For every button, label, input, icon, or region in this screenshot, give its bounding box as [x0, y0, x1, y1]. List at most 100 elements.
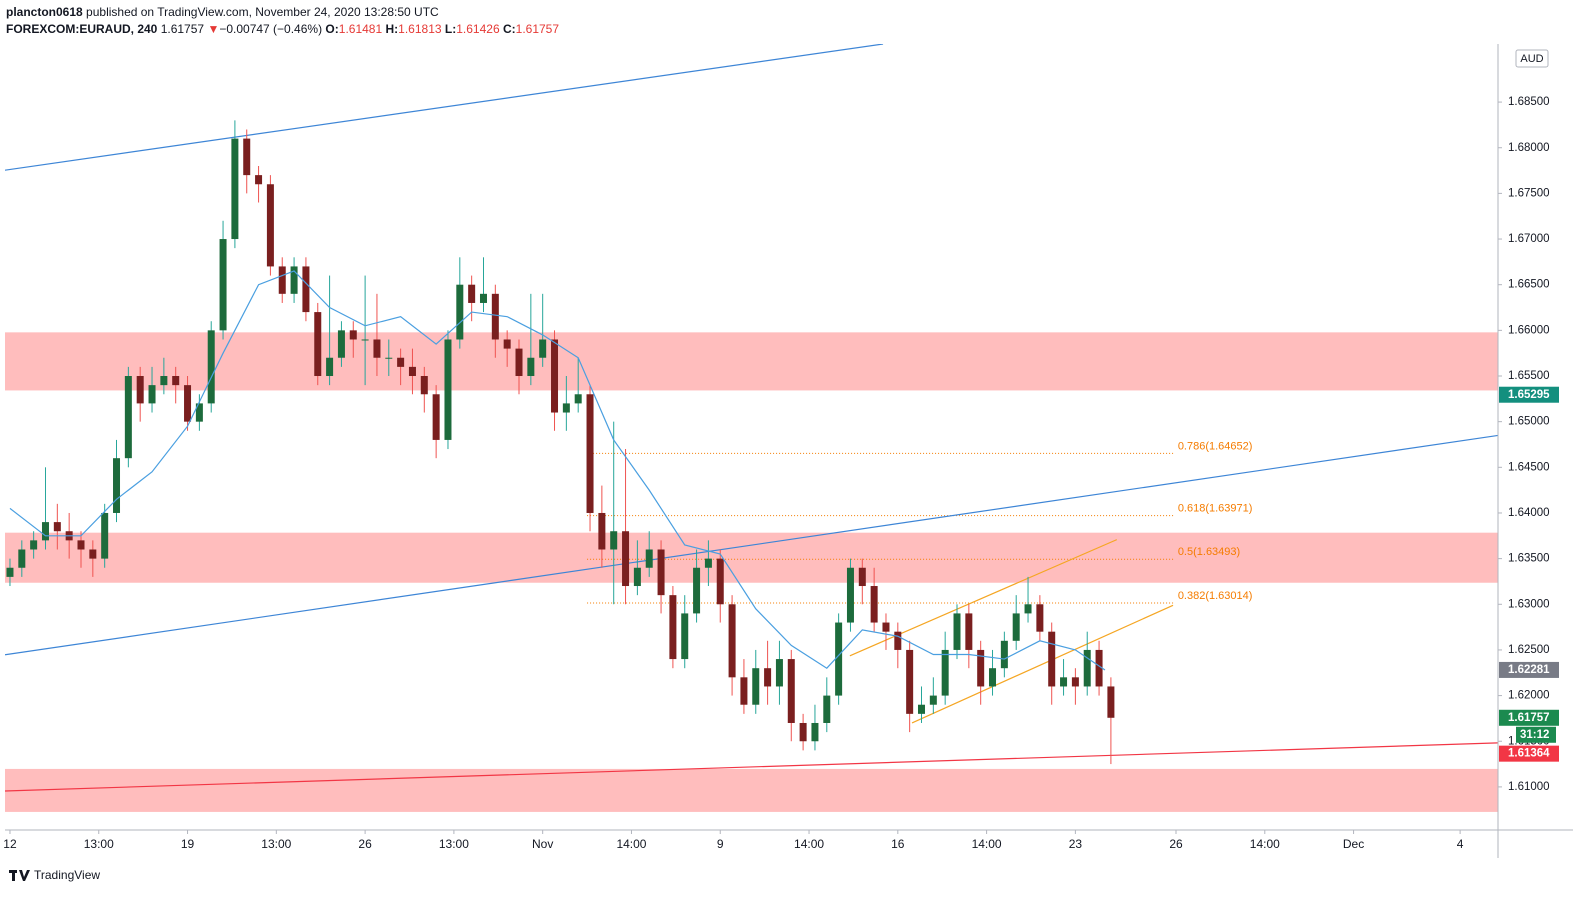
x-tick-label: 26: [1169, 837, 1183, 851]
y-tick-label: 1.66500: [1508, 279, 1550, 291]
plot-area: 0.786(1.64652) 0.618(1.63971) 0.5(1.63493)…: [5, 44, 1498, 812]
x-tick-label: Nov: [532, 837, 553, 851]
candle-body: [929, 695, 937, 705]
candle-body: [574, 394, 582, 404]
candle-body: [184, 385, 192, 422]
candle-body: [1083, 649, 1091, 687]
y-tick-label: 1.67000: [1508, 233, 1550, 245]
candle-body: [160, 376, 168, 386]
candle-body: [823, 695, 831, 723]
candle-body: [195, 403, 203, 422]
price-tag-label: 1.61364: [1508, 748, 1550, 760]
candle-body: [468, 284, 476, 303]
candle-body: [669, 595, 677, 660]
candle-body: [1107, 686, 1115, 718]
candle-body: [598, 512, 606, 550]
candle-body: [148, 385, 156, 404]
candle-body: [456, 284, 464, 340]
y-tick-label: 1.63500: [1508, 553, 1550, 565]
candle-body: [101, 512, 109, 559]
candle-body: [408, 366, 416, 377]
candle-body: [302, 266, 310, 313]
y-tick-label: 1.64000: [1508, 507, 1550, 519]
candle-body: [1012, 613, 1020, 641]
candle-body: [1060, 677, 1068, 687]
candle-body: [349, 330, 357, 340]
candle-body: [562, 403, 570, 413]
candle-body: [787, 659, 795, 723]
fib-label: 0.5(1.63493): [1178, 546, 1240, 558]
change: −0.00747 (−0.46%): [219, 22, 323, 36]
author: plancton0618: [6, 5, 83, 19]
x-tick-label: 12: [3, 837, 17, 851]
candle-body: [385, 357, 393, 359]
y-tick-label: 1.65500: [1508, 370, 1550, 382]
candle-body: [811, 722, 819, 742]
direction: ▼: [207, 22, 220, 36]
trend-line: [5, 44, 884, 171]
candle-body: [18, 549, 26, 568]
candle-body: [361, 339, 369, 341]
candle-body: [894, 631, 902, 650]
y-tick-label: 1.68500: [1508, 96, 1550, 108]
candle-body: [882, 622, 890, 632]
zone: [5, 332, 1498, 391]
candle-body: [432, 394, 440, 440]
y-tick-label: 1.61000: [1508, 781, 1550, 793]
trend-line: [911, 604, 1174, 724]
low-label: L:: [444, 22, 457, 36]
candle-body: [681, 613, 689, 660]
moving-average: [9, 270, 1106, 671]
y-tick-label: 1.67500: [1508, 187, 1550, 199]
candle-body: [633, 567, 641, 587]
y-tick-label: 1.68000: [1508, 142, 1550, 154]
open-label: O:: [325, 22, 339, 36]
candle-body: [716, 558, 724, 605]
high: 1.61813: [398, 22, 442, 36]
x-tick-label: 23: [1069, 837, 1083, 851]
candle-body: [420, 376, 428, 395]
currency-box: [1515, 49, 1549, 68]
trend-line: [5, 434, 1498, 656]
price-tag: [1499, 661, 1559, 678]
candle-body: [207, 330, 215, 404]
candle-body: [1071, 677, 1079, 687]
currency: AUD: [1520, 53, 1543, 65]
candle-body: [397, 357, 405, 367]
price-tag: [1499, 709, 1559, 726]
x-tick-label: 13:00: [261, 837, 291, 851]
price-tag-label: 1.62281: [1508, 664, 1550, 676]
candle-body: [622, 531, 630, 587]
fib-label: 0.382(1.63014): [1178, 590, 1253, 602]
x-tick-label: 14:00: [794, 837, 824, 851]
candle-body: [799, 722, 807, 742]
candle-body: [266, 184, 274, 267]
candle-body: [775, 659, 783, 687]
last: 1.61757: [160, 22, 205, 36]
candle-body: [610, 531, 618, 550]
x-tick-label: 16: [891, 837, 905, 851]
low: 1.61426: [456, 22, 500, 36]
candle-body: [41, 522, 49, 541]
candle-body: [77, 540, 85, 550]
countdown-box: [1516, 726, 1556, 743]
fib-label: 0.786(1.64652): [1178, 440, 1253, 452]
candle-body: [953, 613, 961, 650]
candle-body: [1000, 640, 1008, 669]
candle-body: [1048, 631, 1056, 687]
x-tick-label: 26: [358, 837, 372, 851]
x-tick-label: 14:00: [972, 837, 1002, 851]
price-tag-label: 1.65295: [1508, 389, 1550, 401]
candle-body: [278, 266, 286, 294]
high-label: H:: [385, 22, 399, 36]
footer: TradingView: [8, 868, 100, 882]
candle-body: [586, 394, 594, 513]
candle-body: [858, 567, 866, 587]
y-tick-label: 1.62000: [1508, 690, 1550, 702]
candle-body: [989, 668, 997, 687]
x-tick-label: 9: [717, 837, 724, 851]
candle-body: [965, 613, 973, 650]
header-line-2: FOREXCOM:EURAUD, 240 1.61757 ▼−0.00747 (…: [6, 21, 559, 38]
candle-body: [917, 704, 925, 714]
